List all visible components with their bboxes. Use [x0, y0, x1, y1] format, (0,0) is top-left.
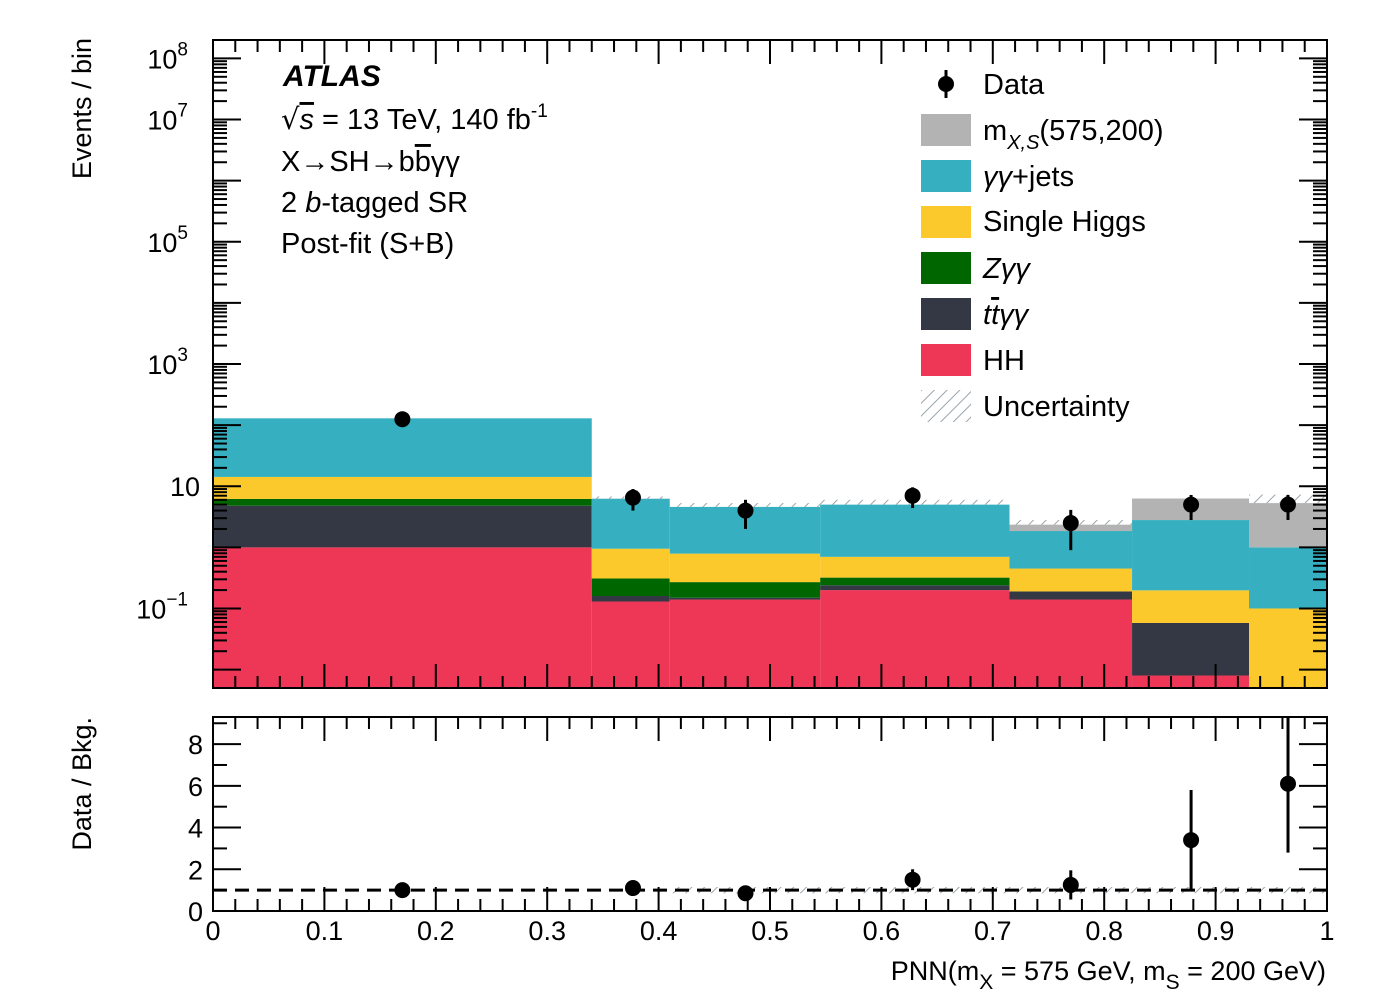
y-tick-label-2: 105	[147, 223, 188, 258]
x-tick-label-4: 0.4	[640, 916, 678, 946]
y-tick-label-5: 10−1	[136, 589, 188, 624]
svg-text:mX,S(575,200): mX,S(575,200)	[983, 115, 1164, 154]
ratio-point-6	[1280, 775, 1297, 792]
ratio-point-0	[394, 882, 411, 899]
bar-0-bin-2	[669, 599, 821, 688]
x-tick-label-0: 0	[205, 916, 220, 946]
legend-item-hh: HH	[921, 344, 1025, 377]
bar-2-bin-0	[213, 498, 592, 506]
ratio-point-5	[1183, 832, 1200, 849]
bar-1-bin-4	[1009, 591, 1133, 600]
svg-text:γγ+jets: γγ+jets	[983, 161, 1074, 193]
x-tick-label-8: 0.8	[1085, 916, 1123, 946]
x-tick-label-10: 1	[1319, 916, 1334, 946]
ratio-point-1	[624, 880, 641, 897]
main-axis-ticks: 108 107 105 103 10 10−1	[136, 39, 1328, 688]
bar-0-bin-1	[591, 601, 670, 688]
ratio-y-axis-title: Data / Bkg.	[67, 717, 97, 851]
ratio-y-tick-label-1: 2	[188, 855, 203, 885]
energy-lumi-label: √s = 13 TeV, 140 fb-1	[281, 101, 548, 136]
ratio-point-3	[904, 871, 921, 888]
bar-3-bin-3	[820, 556, 1010, 578]
bar-4-bin-1	[591, 498, 670, 549]
bar-1-bin-1	[591, 596, 670, 602]
legend-item-zgamgam: Zγγ	[921, 252, 1031, 285]
x-tick-label-1: 0.1	[306, 916, 344, 946]
legend-item-single-higgs: Single Higgs	[921, 206, 1146, 238]
ratio-axis-ticks: 0 2 4 6 8 0 0.1 0.2 0.3 0.4 0.5 0.6 0.7 0.8 0.9 1	[188, 717, 1335, 946]
bar-3-bin-4	[1009, 568, 1133, 592]
x-tick-label-5: 0.5	[751, 916, 789, 946]
bar-0-bin-3	[820, 590, 1010, 688]
bar-3-bin-2	[669, 553, 821, 583]
bar-0-bin-5	[1132, 675, 1250, 688]
bar-2-bin-3	[820, 577, 1010, 586]
data-point-0	[394, 411, 411, 428]
data-point-2	[737, 502, 754, 519]
bar-4-bin-5	[1132, 520, 1250, 591]
data-point-3	[904, 487, 921, 504]
region-label: 2 b-tagged SR	[281, 187, 468, 219]
legend-item-data: Data	[938, 69, 1045, 101]
svg-text:Uncertainty: Uncertainty	[983, 391, 1130, 423]
x-tick-label-7: 0.7	[974, 916, 1012, 946]
main-data-points	[394, 411, 1297, 551]
data-point-4	[1062, 515, 1079, 532]
bar-1-bin-0	[213, 505, 592, 548]
svg-text:Single Higgs: Single Higgs	[983, 206, 1146, 238]
y-tick-label-1: 107	[147, 101, 188, 136]
bar-1-bin-3	[820, 585, 1010, 591]
bar-3-bin-5	[1132, 590, 1250, 623]
ratio-uncertainty-band	[669, 887, 1327, 894]
svg-text:Zγγ: Zγγ	[982, 253, 1031, 285]
bar-3-bin-1	[591, 548, 670, 579]
svg-text:HH: HH	[983, 345, 1025, 377]
bar-3-bin-0	[213, 476, 592, 499]
bar-0-bin-0	[213, 547, 592, 688]
data-point-6	[1280, 496, 1297, 513]
legend-item-ttgamgam: ttγγ	[921, 298, 1030, 331]
x-axis-title: PNN(mX = 575 GeV, mS = 200 GeV)	[891, 956, 1326, 994]
legend-item-uncertainty: Uncertainty	[921, 390, 1130, 423]
ratio-y-tick-label-3: 6	[188, 772, 203, 802]
ratio-y-tick-label-2: 4	[188, 814, 203, 844]
y-tick-label-0: 108	[147, 39, 188, 74]
bar-1-bin-5	[1132, 622, 1250, 676]
ratio-y-tick-label-4: 8	[188, 730, 203, 760]
svg-text:ttγγ: ttγγ	[983, 299, 1030, 331]
ratio-point-4	[1062, 876, 1079, 893]
y-tick-label-3: 103	[147, 345, 188, 380]
bar-4-bin-0	[213, 418, 592, 477]
bar-1-bin-2	[669, 597, 821, 600]
bar-4-bin-3	[820, 504, 1010, 557]
process-label: X→SH→bbγγ	[281, 146, 460, 178]
atlas-label: ATLAS	[282, 60, 381, 93]
bar-2-bin-2	[669, 582, 821, 598]
ratio-panel-frame	[212, 716, 1328, 912]
bar-0-bin-4	[1009, 599, 1133, 688]
ratio-y-tick-label-0: 0	[188, 897, 203, 927]
legend-item-signal: mX,S(575,200)	[921, 114, 1164, 154]
bar-2-bin-1	[591, 578, 670, 597]
x-tick-label-2: 0.2	[417, 916, 455, 946]
data-point-5	[1183, 496, 1200, 513]
svg-text:Data: Data	[983, 69, 1045, 101]
y-tick-label-4: 10	[170, 472, 200, 502]
x-tick-label-3: 0.3	[528, 916, 566, 946]
main-panel-stack	[213, 418, 1327, 688]
ratio-point-2	[737, 885, 754, 902]
x-tick-label-6: 0.6	[863, 916, 901, 946]
x-tick-label-9: 0.9	[1197, 916, 1235, 946]
legend: Data mX,S(575,200) γγ+jets Single Higgs …	[921, 69, 1164, 423]
legend-item-gamgam-jets: γγ+jets	[921, 160, 1074, 193]
ratio-data-points	[394, 717, 1297, 902]
fit-label: Post-fit (S+B)	[281, 228, 454, 260]
main-y-axis-title: Events / bin	[67, 38, 97, 179]
ratio-uncertainty-band-rect	[669, 887, 1327, 894]
data-point-1	[624, 489, 641, 506]
